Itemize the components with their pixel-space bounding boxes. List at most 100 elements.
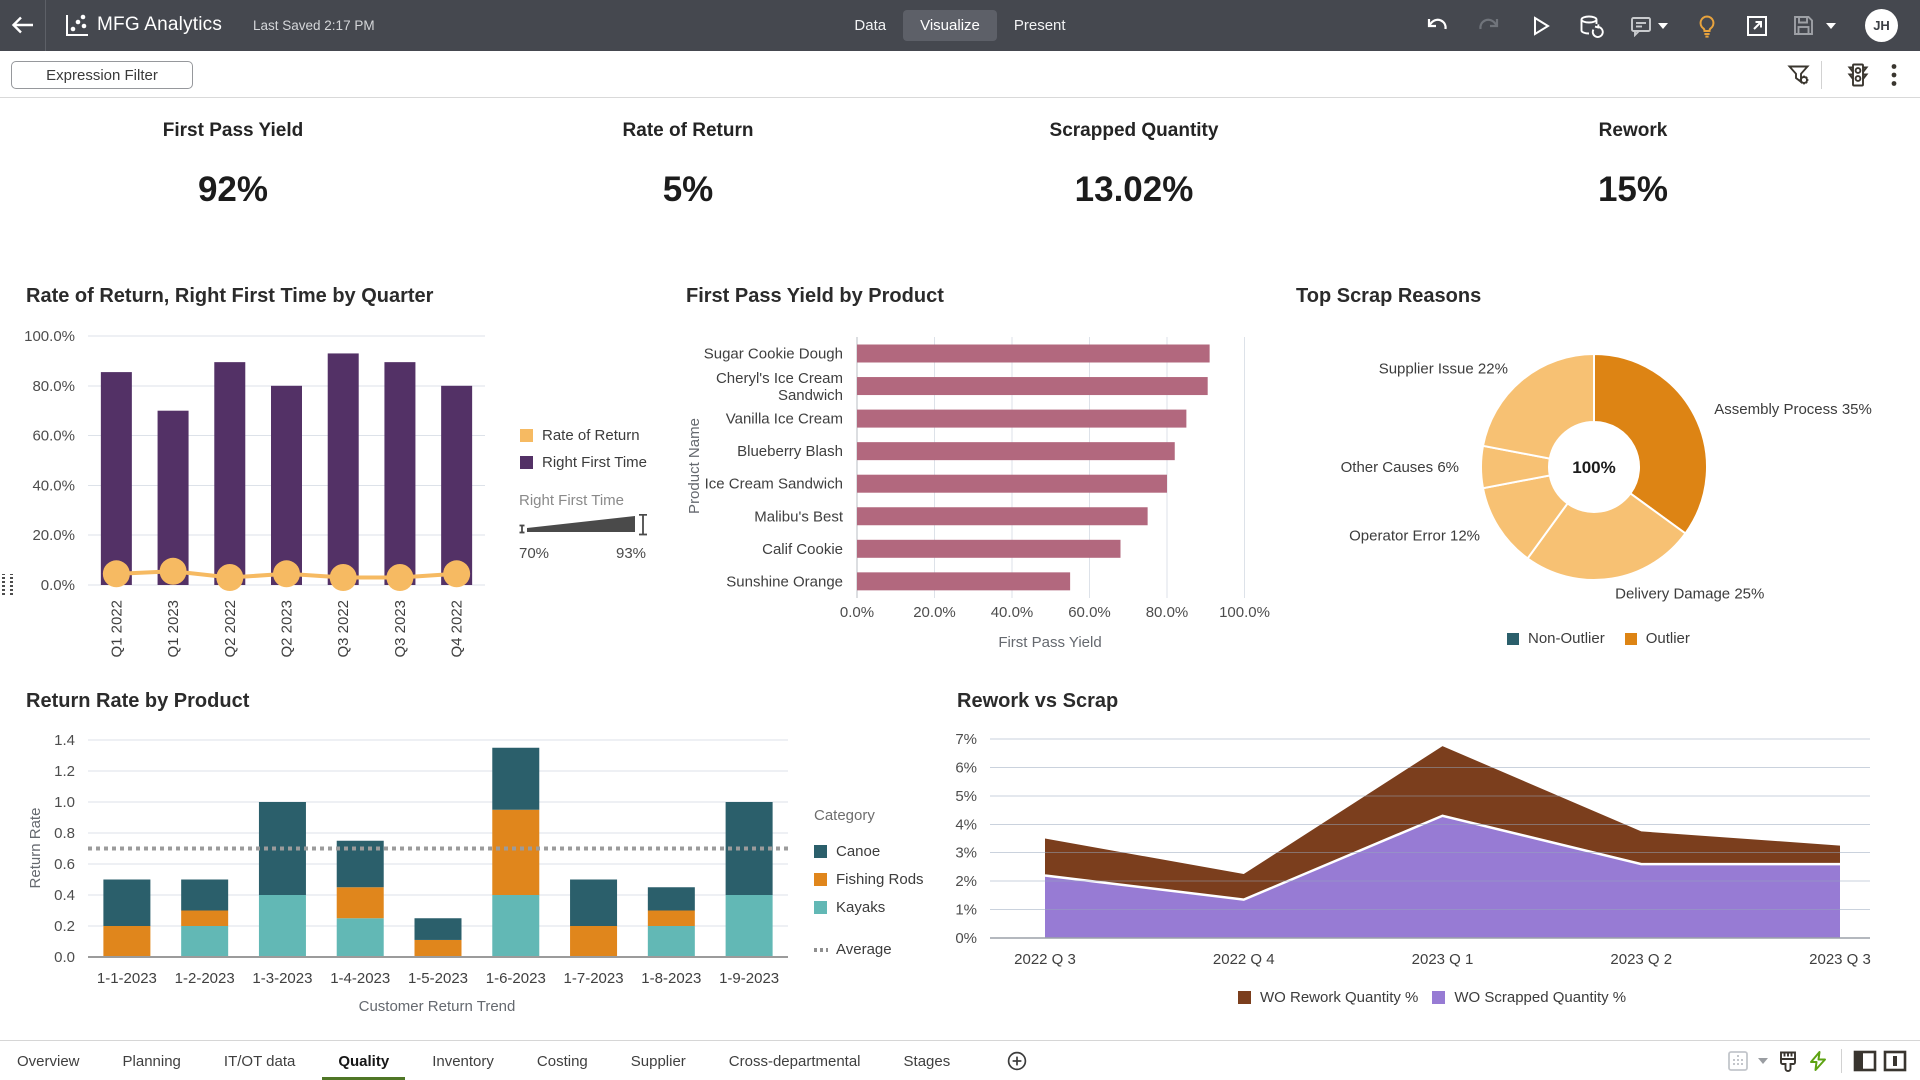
line-point-Q3 2023[interactable]	[386, 564, 414, 592]
bar-ice-cream-sandwich[interactable]	[857, 474, 1167, 493]
donut-slice-delivery-damage[interactable]	[1526, 492, 1687, 581]
conditional-formatting-button[interactable]	[1842, 59, 1874, 91]
slider-ramp[interactable]	[519, 514, 655, 536]
bar-Q1 2022[interactable]	[100, 372, 132, 585]
slider-handle-max[interactable]	[639, 514, 647, 536]
kpi-rate-of-return[interactable]: Rate of Return 5%	[538, 120, 838, 210]
save-caret-button[interactable]	[1820, 0, 1842, 51]
bar-Q2 2023[interactable]	[271, 385, 302, 585]
canvas-style-button[interactable]	[1773, 1046, 1803, 1076]
tab-inventory[interactable]: Inventory	[432, 1052, 494, 1070]
canvas-layout-button[interactable]	[1723, 1046, 1753, 1076]
tab-cross-departmental[interactable]: Cross-departmental	[728, 1052, 861, 1070]
open-in-new-button[interactable]	[1742, 0, 1772, 51]
bar-Q1 2023[interactable]	[157, 410, 189, 585]
line-point-Q1 2023[interactable]	[159, 557, 187, 585]
stack-fishing-rods-1-6-2023[interactable]	[492, 809, 540, 895]
donut-slice-assembly-process[interactable]	[1593, 352, 1708, 535]
expression-filter-button[interactable]: Expression Filter	[11, 61, 193, 89]
line-point-Q3 2022[interactable]	[329, 564, 357, 592]
toggle-left-panel-button[interactable]	[1850, 1046, 1880, 1076]
add-canvas-button[interactable]	[1007, 1041, 1027, 1080]
bar-Q3 2023[interactable]	[384, 362, 416, 585]
refresh-data-button[interactable]	[1576, 0, 1606, 51]
back-button[interactable]	[8, 11, 38, 41]
kpi-rework[interactable]: Rework 15%	[1483, 120, 1783, 210]
stack-kayaks-1-3-2023[interactable]	[258, 895, 306, 957]
tab-quality[interactable]: Quality	[322, 1041, 406, 1080]
stack-canoe-1-8-2023[interactable]	[647, 887, 695, 911]
comments-button[interactable]	[1626, 0, 1656, 51]
stack-canoe-1-5-2023[interactable]	[414, 918, 462, 940]
tab-costing[interactable]: Costing	[536, 1052, 588, 1070]
nav-present[interactable]: Present	[1013, 17, 1066, 34]
donut-slice-supplier-issue[interactable]	[1481, 352, 1595, 460]
tab-planning[interactable]: Planning	[122, 1052, 181, 1070]
stack-fishing-rods-1-8-2023[interactable]	[647, 910, 695, 927]
legend-item-rework-quantity[interactable]: WO Rework Quantity %	[1238, 989, 1418, 1006]
legend-item-kayaks[interactable]: Kayaks	[814, 899, 924, 916]
insights-button[interactable]	[1692, 0, 1722, 51]
line-point-Q2 2023[interactable]	[273, 560, 300, 588]
line-point-Q4 2022[interactable]	[443, 560, 471, 588]
stack-kayaks-1-4-2023[interactable]	[336, 918, 384, 957]
stack-fishing-rods-1-2-2023[interactable]	[181, 910, 229, 927]
slider-handle-min[interactable]	[519, 524, 525, 534]
line-point-Q1 2022[interactable]	[102, 560, 130, 588]
stack-canoe-1-2-2023[interactable]	[181, 879, 229, 911]
bar-calif-cookie[interactable]	[857, 539, 1121, 558]
auto-refresh-button[interactable]	[1803, 1046, 1833, 1076]
stack-fishing-rods-1-1-2023[interactable]	[103, 926, 151, 957]
stack-fishing-rods-1-7-2023[interactable]	[570, 926, 618, 957]
tab-overview[interactable]: Overview	[17, 1052, 80, 1070]
bar-vanilla-ice-cream[interactable]	[857, 409, 1187, 428]
more-options-button[interactable]	[1878, 59, 1910, 91]
bar-blueberry-blash[interactable]	[857, 442, 1175, 461]
tab-it-ot-data[interactable]: IT/OT data	[223, 1052, 296, 1070]
stack-canoe-1-1-2023[interactable]	[103, 879, 151, 927]
user-avatar[interactable]: JH	[1865, 9, 1898, 42]
redo-button[interactable]	[1474, 0, 1504, 51]
legend-item-non-outlier[interactable]: Non-Outlier	[1507, 630, 1605, 647]
legend-item-fishing-rods[interactable]: Fishing Rods	[814, 871, 924, 888]
area-rework[interactable]	[1045, 746, 1840, 900]
stack-canoe-1-7-2023[interactable]	[570, 879, 618, 927]
save-button[interactable]	[1788, 0, 1818, 51]
legend-item-outlier[interactable]: Outlier	[1624, 630, 1690, 647]
bar-malibu-s-best[interactable]	[857, 507, 1148, 526]
tab-stages[interactable]: Stages	[903, 1052, 951, 1070]
line-point-Q2 2022[interactable]	[216, 564, 244, 592]
toggle-right-panel-button[interactable]	[1880, 1046, 1910, 1076]
bar-sugar-cookie-dough[interactable]	[857, 344, 1210, 363]
bar-Q3 2022[interactable]	[327, 353, 359, 585]
stack-kayaks-1-9-2023[interactable]	[725, 895, 773, 957]
bar-cheryl-s-ice-cream-sandwich[interactable]	[857, 377, 1208, 396]
kpi-first-pass-yield[interactable]: First Pass Yield 92%	[83, 120, 383, 210]
stack-kayaks-1-2-2023[interactable]	[181, 926, 229, 957]
kpi-scrapped-quantity[interactable]: Scrapped Quantity 13.02%	[984, 120, 1284, 210]
legend-item-right-first-time[interactable]: Right First Time	[520, 454, 647, 471]
nav-data[interactable]: Data	[854, 17, 887, 34]
nav-visualize[interactable]: Visualize	[903, 10, 997, 41]
preview-play-button[interactable]	[1526, 0, 1556, 51]
area-scrapped[interactable]	[1045, 815, 1840, 938]
bar-Q4 2022[interactable]	[441, 385, 473, 585]
stack-canoe-1-6-2023[interactable]	[492, 747, 540, 810]
legend-item-rate-of-return[interactable]: Rate of Return	[520, 427, 647, 444]
bar-sunshine-orange[interactable]	[857, 572, 1071, 591]
canvas-layout-caret-button[interactable]	[1753, 1046, 1773, 1076]
panel-drag-handle[interactable]	[2, 574, 13, 595]
stack-fishing-rods-1-5-2023[interactable]	[414, 939, 462, 957]
legend-item-scrapped-quantity[interactable]: WO Scrapped Quantity %	[1432, 989, 1626, 1006]
tab-supplier[interactable]: Supplier	[630, 1052, 686, 1070]
undo-button[interactable]	[1422, 0, 1452, 51]
bar-Q2 2022[interactable]	[214, 362, 246, 585]
stack-fishing-rods-1-4-2023[interactable]	[336, 887, 384, 919]
stack-kayaks-1-6-2023[interactable]	[492, 895, 540, 957]
legend-item-canoe[interactable]: Canoe	[814, 843, 924, 860]
comments-caret-button[interactable]	[1652, 0, 1674, 51]
stack-kayaks-1-8-2023[interactable]	[647, 926, 695, 957]
legend-item-average[interactable]: Average	[814, 941, 924, 958]
filter-settings-button[interactable]	[1783, 59, 1815, 91]
stack-canoe-1-9-2023[interactable]	[725, 802, 773, 895]
